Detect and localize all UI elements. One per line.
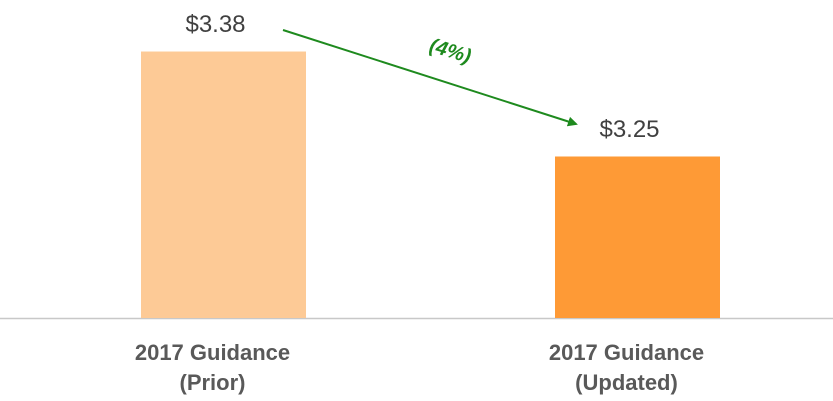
change-arrow	[282, 29, 578, 127]
x-tick-label: (Updated)	[575, 370, 678, 395]
x-tick-label: 2017 Guidance	[549, 340, 704, 365]
change-annotation: (4%)	[427, 35, 474, 68]
value-label: $3.25	[599, 116, 659, 143]
bar	[141, 51, 306, 319]
value-label: $3.38	[185, 11, 245, 38]
x-tick-label: (Prior)	[180, 370, 246, 395]
x-tick-label: 2017 Guidance	[135, 340, 290, 365]
bar	[555, 156, 720, 318]
